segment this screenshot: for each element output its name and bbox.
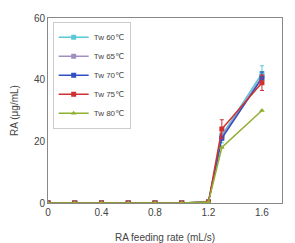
- svg-text:60: 60: [34, 13, 46, 24]
- svg-text:1.2: 1.2: [202, 207, 216, 218]
- svg-text:Tw 70℃: Tw 70℃: [94, 71, 124, 80]
- svg-text:RA (μg/mL): RA (μg/mL): [9, 85, 20, 136]
- svg-text:Tw 65℃: Tw 65℃: [94, 52, 124, 61]
- svg-text:0: 0: [39, 198, 45, 209]
- svg-text:Tw 80℃: Tw 80℃: [94, 109, 124, 118]
- svg-text:RA feeding rate (mL/s): RA feeding rate (mL/s): [115, 232, 215, 243]
- svg-text:20: 20: [34, 136, 46, 147]
- svg-text:Tw 60℃: Tw 60℃: [94, 33, 124, 42]
- svg-text:Tw 75℃: Tw 75℃: [94, 90, 124, 99]
- svg-text:0.4: 0.4: [95, 207, 109, 218]
- svg-text:1.6: 1.6: [255, 207, 269, 218]
- svg-text:0.8: 0.8: [148, 207, 162, 218]
- svg-text:0: 0: [45, 207, 51, 218]
- svg-text:40: 40: [34, 74, 46, 85]
